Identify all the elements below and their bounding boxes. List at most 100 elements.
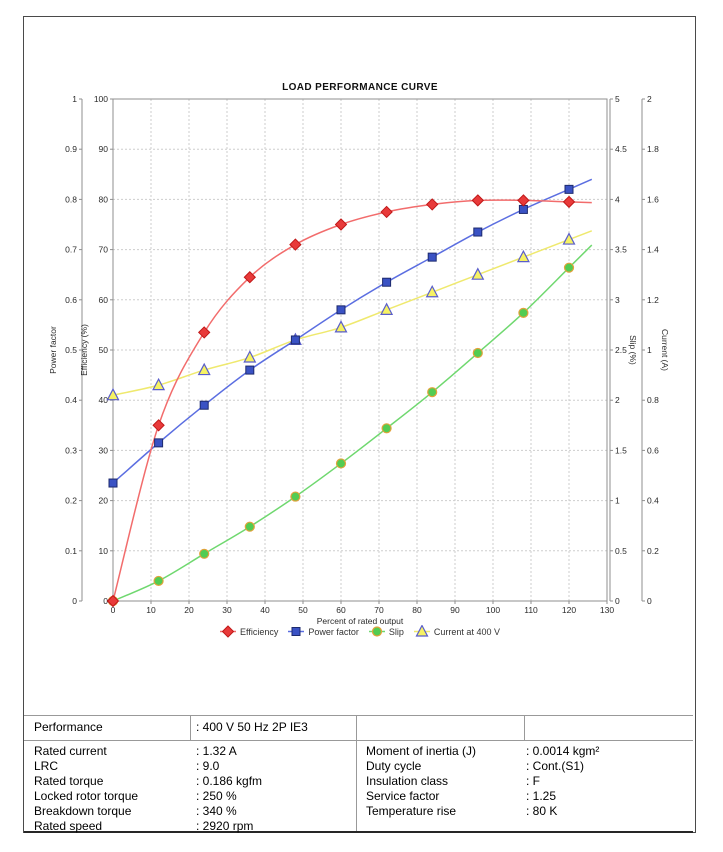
axis-tick-label: 100	[94, 94, 108, 104]
axis-tick-label: 1	[72, 94, 77, 104]
axis-tick-label: 0.6	[647, 445, 659, 455]
axis-tick-label: 3	[615, 295, 620, 305]
triangle-marker-icon	[413, 625, 430, 637]
axis-tick-label: 4	[615, 194, 620, 204]
axis-tick-label: 0.5	[615, 546, 627, 556]
axis-tick-label: 0.8	[65, 194, 77, 204]
axis-power-factor: 0 0.1 0.2 0.3 0.4 0.5 0.6 0.7 0.8 0.9 1 Power facto…	[48, 94, 83, 606]
legend-label-efficiency: Efficiency	[240, 626, 279, 637]
legend-label-slip: Slip	[388, 626, 404, 637]
spec-label: Service factor	[366, 789, 440, 803]
axis-tick-label: 1.6	[647, 194, 659, 204]
column-separator	[356, 716, 357, 740]
spec-value: : 80 K	[526, 804, 558, 818]
spec-row: Moment of inertia (J) : 0.0014 kgm²	[366, 744, 693, 759]
spec-table: Performance : 400 V 50 Hz 2P IE3 Rated c…	[24, 715, 693, 833]
axis-current: 0 0.2 0.4 0.6 0.8 1 1.2 1.4 1.6 1.8 2 Current (A)	[641, 94, 670, 606]
spec-value: : 9.0	[196, 759, 220, 773]
square-marker-icon	[288, 627, 305, 636]
spec-row: Temperature rise : 80 K	[366, 804, 693, 819]
spec-label: Rated speed	[34, 819, 103, 833]
x-tick-label: 60	[336, 605, 346, 615]
axis-tick-label: 2	[615, 395, 620, 405]
spec-value: : 1.32 A	[196, 744, 237, 758]
legend-item-slip: Slip	[368, 625, 404, 638]
spec-row: Breakdown torque : 340 %	[34, 804, 693, 819]
spec-row: Service factor: 1.25	[366, 789, 693, 804]
spec-value: : 340 %	[196, 804, 237, 818]
spec-row: LRC : 9.0	[34, 759, 693, 774]
spec-value: : 0.186 kgfm	[196, 774, 263, 788]
spec-value: : 2920 rpm	[196, 819, 254, 833]
axis-tick-label: 80	[99, 194, 109, 204]
axis-tick-label: 5	[615, 94, 620, 104]
spec-columns: Rated current: 1.32 A LRC: 9.0 Rated torqu…	[24, 741, 693, 834]
legend-item-current-at-400-v: Current at 400 V	[413, 625, 500, 638]
axis-tick-label: 10	[99, 546, 109, 556]
axis-tick-label: 0.6	[65, 295, 77, 305]
axis-tick-label: 0	[103, 596, 108, 606]
x-tick-label: 10	[146, 605, 156, 615]
spec-row: Duty cycle: Cont.(S1)	[366, 759, 693, 774]
x-tick-label: 40	[260, 605, 270, 615]
spec-row: Rated current : 1.32 A	[34, 744, 693, 759]
series-markers-power-factor	[108, 184, 574, 488]
axis-tick-label: 2	[647, 94, 652, 104]
spec-label: Breakdown torque	[34, 804, 132, 818]
series-markers-current-at-400-v	[106, 232, 576, 401]
axis-tick-label: 0.8	[647, 395, 659, 405]
axis-tick-label: 0.7	[65, 245, 77, 255]
column-separator	[524, 716, 525, 740]
axis-tick-label: 0.4	[647, 496, 659, 506]
axis-tick-label: 50	[99, 345, 109, 355]
load-performance-chart: 0 0.1 0.2 0.3 0.4 0.5 0.6 0.7 0.8 0.9 1 Power facto…	[48, 82, 670, 626]
spec-value: : Cont.(S1)	[526, 759, 585, 773]
x-tick-label: 80	[412, 605, 422, 615]
performance-value: : 400 V 50 Hz 2P IE3	[196, 720, 308, 734]
axis-title-slip: Slip (%)	[628, 335, 638, 365]
spec-row: Insulation class: F	[366, 774, 693, 789]
axis-tick-label: 0.2	[65, 496, 77, 506]
spec-label: Rated current	[34, 744, 107, 758]
axis-x: 0 10 20 30 40 50 60 70 80 90 100 110 120 130 Percent o…	[111, 601, 614, 626]
axis-tick-label: 20	[99, 496, 109, 506]
x-tick-label: 20	[184, 605, 194, 615]
axis-slip: 0 0.5 1 1.5 2 2.5 3 3.5 4 4.5 5 Slip (%)	[609, 94, 638, 606]
column-separator	[356, 741, 357, 831]
series-markers-slip	[107, 262, 575, 607]
series-line-slip	[112, 244, 593, 602]
x-tick-label: 100	[486, 605, 500, 615]
column-separator	[190, 716, 191, 740]
x-tick-label: 0	[111, 605, 116, 615]
x-tick-label: 90	[450, 605, 460, 615]
gridlines	[113, 99, 607, 601]
axis-tick-label: 40	[99, 395, 109, 405]
x-tick-label: 50	[298, 605, 308, 615]
legend-label-power-factor: Power factor	[308, 626, 359, 637]
spec-label: Moment of inertia (J)	[366, 744, 477, 758]
axis-tick-label: 0	[72, 596, 77, 606]
spec-row: Rated speed : 2920 rpm	[34, 819, 693, 834]
axis-title-current: Current (A)	[660, 329, 670, 371]
axis-title-efficiency: Efficiency (%)	[79, 324, 89, 376]
spec-label: LRC	[34, 759, 59, 773]
x-tick-label: 130	[600, 605, 614, 615]
circle-marker-icon	[368, 626, 385, 637]
axis-tick-label: 90	[99, 144, 109, 154]
plot-border	[112, 98, 608, 602]
legend-label-current-at-400-v: Current at 400 V	[433, 626, 500, 637]
spec-label: Rated torque	[34, 774, 104, 788]
axis-tick-label: 2.5	[615, 345, 627, 355]
performance-row: Performance : 400 V 50 Hz 2P IE3	[24, 716, 693, 741]
spec-row: Locked rotor torque: 250 %	[34, 789, 693, 804]
spec-value: : F	[526, 774, 540, 788]
axis-tick-label: 1.5	[615, 445, 627, 455]
spec-label: Locked rotor torque	[34, 789, 139, 803]
spec-value: : 0.0014 kgm²	[526, 744, 600, 758]
axis-tick-label: 0	[647, 596, 652, 606]
spec-row: Rated torque : 0.186 kgfm	[34, 774, 693, 789]
axis-tick-label: 0.3	[65, 445, 77, 455]
series-markers-efficiency	[106, 194, 576, 608]
spec-label: Temperature rise	[366, 804, 457, 818]
